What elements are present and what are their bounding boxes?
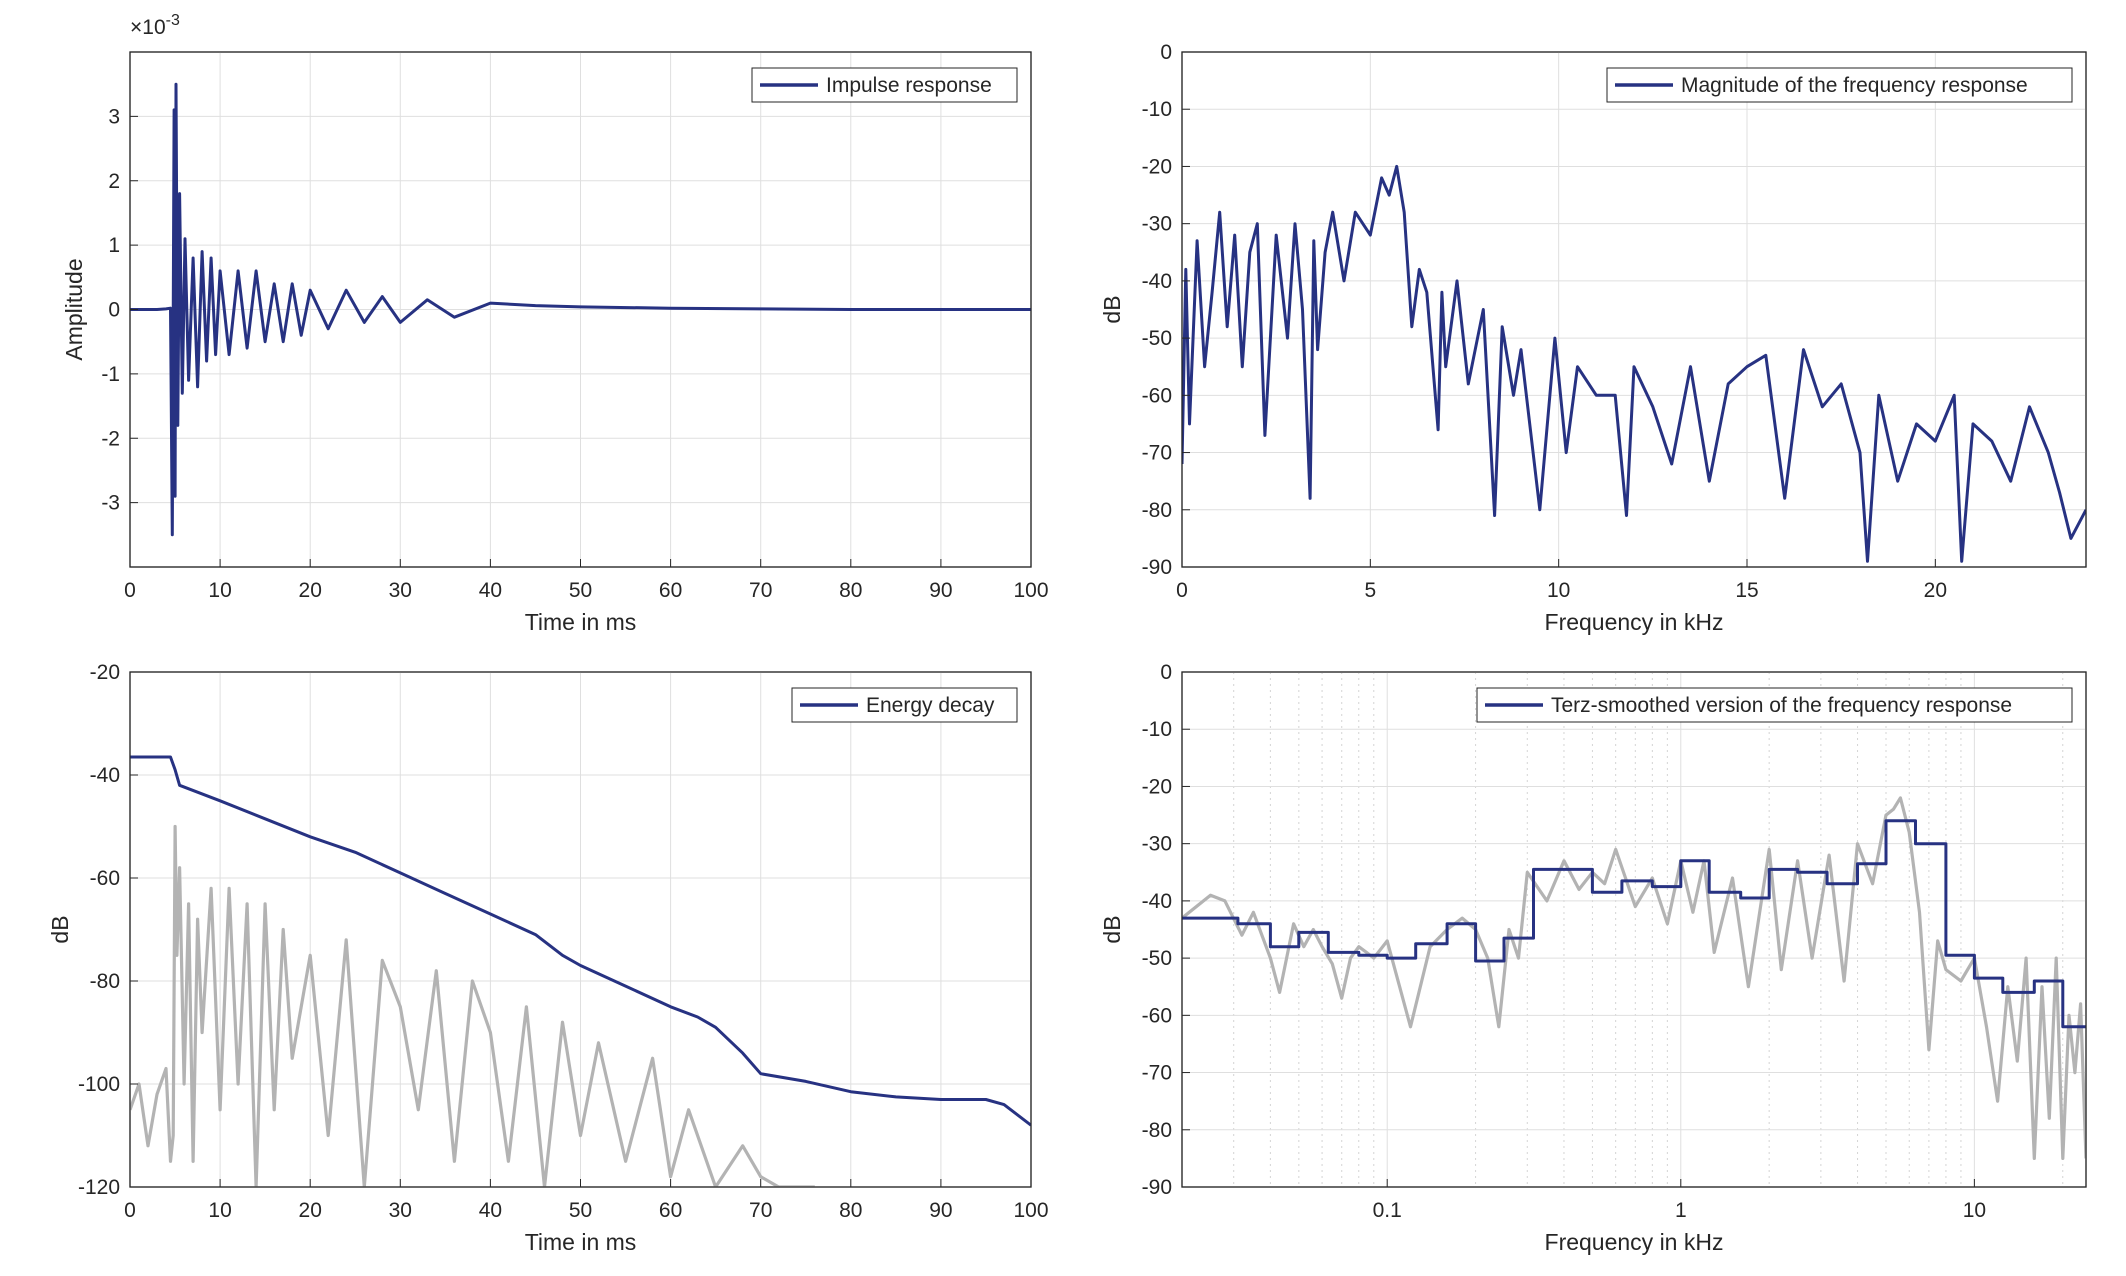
x-tick-label: 20 bbox=[1924, 579, 1947, 602]
x-tick-label: 30 bbox=[389, 579, 412, 602]
y-axis-label: dB bbox=[1099, 295, 1125, 323]
x-tick-label: 80 bbox=[839, 579, 862, 602]
x-tick-label: 10 bbox=[208, 1199, 231, 1222]
y-tick-label: -50 bbox=[1142, 327, 1172, 350]
x-tick-label: 10 bbox=[1963, 1199, 1986, 1222]
y-tick-label: -60 bbox=[90, 867, 120, 890]
legend: Magnitude of the frequency response bbox=[1606, 67, 2073, 103]
x-tick-label: 20 bbox=[299, 579, 322, 602]
series-line-impulse-response bbox=[130, 82, 1031, 537]
plot-frame bbox=[1181, 51, 2087, 568]
legend: Terz-smoothed version of the frequency r… bbox=[1476, 687, 2073, 723]
y-tick-label: -2 bbox=[101, 427, 120, 450]
x-tick-label: 60 bbox=[659, 579, 682, 602]
y-exponent-label: ×10-3 bbox=[130, 12, 180, 39]
y-tick-label: 0 bbox=[1160, 661, 1172, 684]
x-tick-label: 100 bbox=[1013, 1199, 1048, 1222]
y-tick-label: -30 bbox=[1142, 213, 1172, 236]
chart-energy: 0 10 20 30 40 50 60 70 80 90 100 -20 -40 -60 -80 -100 -1… bbox=[47, 661, 1049, 1255]
series-line-magnitude-of-the-frequency-response bbox=[1182, 164, 2086, 563]
x-tick-label: 100 bbox=[1013, 579, 1048, 602]
legend: Energy decay bbox=[791, 687, 1018, 723]
legend-label: Energy decay bbox=[866, 694, 995, 717]
plot-frame bbox=[1181, 671, 2087, 1188]
x-tick-label: 0 bbox=[124, 1199, 136, 1222]
y-tick-label: -70 bbox=[1142, 442, 1172, 465]
y-tick-label: -3 bbox=[101, 492, 120, 515]
y-tick-label: -100 bbox=[78, 1073, 120, 1096]
x-tick-label: 90 bbox=[929, 1199, 952, 1222]
x-tick-label: 70 bbox=[749, 1199, 772, 1222]
x-tick-label: 30 bbox=[389, 1199, 412, 1222]
x-tick-label: 50 bbox=[569, 579, 592, 602]
y-tick-label: -70 bbox=[1142, 1062, 1172, 1085]
y-tick-label: -10 bbox=[1142, 718, 1172, 741]
legend: Impulse response bbox=[751, 67, 1018, 103]
x-tick-label: 80 bbox=[839, 1199, 862, 1222]
y-tick-label: -40 bbox=[1142, 890, 1172, 913]
y-tick-label: -90 bbox=[1142, 556, 1172, 579]
x-tick-label: 20 bbox=[299, 1199, 322, 1222]
y-tick-label: 3 bbox=[108, 105, 120, 128]
series-line-energy-decay bbox=[130, 755, 1031, 1127]
y-tick-label: 0 bbox=[1160, 41, 1172, 64]
x-tick-label: 10 bbox=[208, 579, 231, 602]
legend-label: Impulse response bbox=[826, 74, 992, 97]
x-tick-label: 5 bbox=[1364, 579, 1376, 602]
y-tick-label: -20 bbox=[1142, 155, 1172, 178]
y-tick-label: -40 bbox=[90, 764, 120, 787]
x-tick-label: 40 bbox=[479, 579, 502, 602]
x-tick-label: 60 bbox=[659, 1199, 682, 1222]
x-axis-label: Time in ms bbox=[525, 609, 637, 635]
y-tick-label: 0 bbox=[108, 299, 120, 322]
y-tick-label: -10 bbox=[1142, 98, 1172, 121]
y-tick-label: -20 bbox=[1142, 775, 1172, 798]
legend-label: Terz-smoothed version of the frequency r… bbox=[1551, 694, 2012, 717]
x-tick-label: 1 bbox=[1675, 1199, 1687, 1222]
chart-impulse: 0 10 20 30 40 50 60 70 80 90 100 -3 -2 -1 0 1 2 3 ×10-3 Tim… bbox=[61, 12, 1049, 635]
chart-terz: 0.1 1 10 0 -10 -20 -30 -40 -50 -60 -70 -80 -90 Freque… bbox=[1099, 661, 2087, 1255]
legend-box bbox=[1606, 67, 2073, 103]
y-tick-label: -50 bbox=[1142, 947, 1172, 970]
y-tick-label: -40 bbox=[1142, 270, 1172, 293]
x-tick-label: 0 bbox=[124, 579, 136, 602]
x-axis-label: Time in ms bbox=[525, 1229, 637, 1255]
y-tick-label: -30 bbox=[1142, 833, 1172, 856]
y-tick-label: 1 bbox=[108, 234, 120, 257]
series-line-grey-energy bbox=[130, 824, 815, 1187]
y-axis-label: Amplitude bbox=[61, 258, 87, 360]
chart-magnitude: 0 5 10 15 20 0 -10 -20 -30 -40 -50 -60 -70 -80 -90 Freq… bbox=[1099, 41, 2087, 635]
plot-area bbox=[1181, 671, 2087, 1188]
y-axis-label: dB bbox=[47, 915, 73, 943]
x-tick-label: 70 bbox=[749, 579, 772, 602]
y-tick-label: -120 bbox=[78, 1176, 120, 1199]
y-tick-label: -90 bbox=[1142, 1176, 1172, 1199]
y-tick-label: -60 bbox=[1142, 1004, 1172, 1027]
y-tick-label: -80 bbox=[1142, 499, 1172, 522]
legend-box bbox=[1476, 687, 2073, 723]
x-axis-label: Frequency in kHz bbox=[1545, 609, 1724, 635]
x-tick-label: 10 bbox=[1547, 579, 1570, 602]
x-tick-label: 0.1 bbox=[1373, 1199, 1402, 1222]
y-tick-label: -80 bbox=[90, 970, 120, 993]
series-line-terz-smoothed-version-of-the-frequency-response bbox=[1182, 819, 2086, 1029]
y-tick-label: -1 bbox=[101, 363, 120, 386]
x-tick-label: 50 bbox=[569, 1199, 592, 1222]
y-axis-label: dB bbox=[1099, 915, 1125, 943]
legend-label: Magnitude of the frequency response bbox=[1681, 74, 2028, 97]
x-axis-label: Frequency in kHz bbox=[1545, 1229, 1724, 1255]
y-tick-label: 2 bbox=[108, 170, 120, 193]
y-tick-label: -60 bbox=[1142, 384, 1172, 407]
x-tick-label: 15 bbox=[1735, 579, 1758, 602]
x-tick-label: 0 bbox=[1176, 579, 1188, 602]
y-tick-label: -20 bbox=[90, 661, 120, 684]
y-tick-label: -80 bbox=[1142, 1119, 1172, 1142]
x-tick-label: 90 bbox=[929, 579, 952, 602]
x-tick-label: 40 bbox=[479, 1199, 502, 1222]
